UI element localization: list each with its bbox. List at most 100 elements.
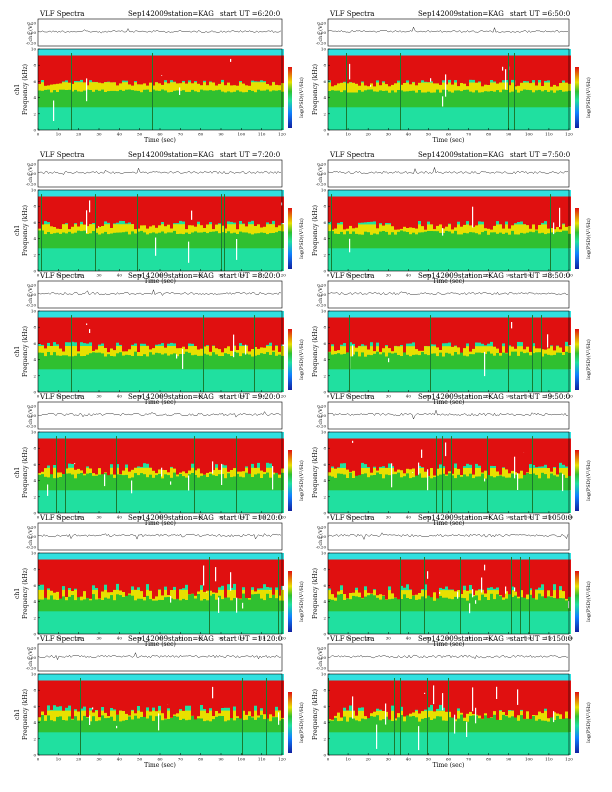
spectrogram-cell xyxy=(520,593,523,612)
spectrogram-cell xyxy=(128,49,131,56)
spectrogram-cell xyxy=(77,553,80,560)
spectrogram-cell xyxy=(367,468,370,478)
spectrogram-cell xyxy=(158,317,161,345)
spectrogram-cell xyxy=(553,490,556,513)
spectrogram-cell xyxy=(263,55,266,82)
spectrogram-cell xyxy=(191,369,194,392)
spectrogram-cell xyxy=(113,432,116,439)
spectrogram-cell xyxy=(158,438,161,470)
spectrogram-cell xyxy=(517,351,520,370)
x-tick-label: 90 xyxy=(218,515,224,520)
spectrogram-cell xyxy=(526,224,529,233)
spectrogram-cell xyxy=(442,49,445,56)
spectrogram-gap xyxy=(439,591,441,594)
spectrogram-cell xyxy=(155,49,158,56)
spectrogram-cell xyxy=(544,55,547,81)
spectrogram-cell xyxy=(355,317,358,348)
waveform-axis-label: ch1 (V) xyxy=(317,23,324,41)
spectrogram-cell xyxy=(50,49,53,56)
spectrogram-cell xyxy=(508,369,511,392)
waveform-tick-label: -0.20 xyxy=(26,303,37,308)
spectrogram-cell xyxy=(553,248,556,271)
spectrogram-cell xyxy=(167,230,170,249)
spectrogram-cell xyxy=(493,230,496,249)
spectrogram-cell xyxy=(445,472,448,491)
x-tick-label: 100 xyxy=(525,394,533,399)
spectrogram-cell xyxy=(373,559,376,590)
spectrogram-cell xyxy=(110,248,113,271)
spectrogram-cell xyxy=(80,351,83,370)
panel-station: station=KAG xyxy=(458,272,504,280)
spectrogram-cell xyxy=(101,311,104,318)
spectrogram-cell xyxy=(113,248,116,271)
spectrogram-cell xyxy=(379,89,382,108)
spectrogram-cell xyxy=(478,472,481,491)
spectrogram-cell xyxy=(379,351,382,370)
spectrogram-cell xyxy=(275,490,278,513)
spectrogram-cell xyxy=(56,55,59,84)
spectrogram-cell xyxy=(490,89,493,108)
spectrogram-cell xyxy=(565,351,568,370)
spectrogram-cell xyxy=(68,230,71,249)
spectrogram-cell xyxy=(532,196,535,225)
spectrogram-cell xyxy=(227,589,230,598)
spectrogram-cell xyxy=(119,438,122,475)
spectrogram-cell xyxy=(364,490,367,513)
spectrogram-cell xyxy=(340,432,343,439)
spectrogram-cell xyxy=(397,432,400,439)
spectrogram-gap xyxy=(547,334,549,348)
y-axis-label: Frequency (kHz) xyxy=(312,64,319,115)
spectrogram-cell xyxy=(514,593,517,612)
spectrogram-cell xyxy=(101,317,104,344)
waveform-trace xyxy=(327,409,568,420)
spectrogram-cell xyxy=(197,472,200,491)
spectrogram-spike xyxy=(224,194,225,272)
spectrogram-cell xyxy=(430,190,433,197)
spectrogram-panel: VLF Spectra Sep142009 station=KAG start UT … xyxy=(14,393,305,527)
panel-start-time: start UT =6:20:0 xyxy=(220,10,280,18)
spectrogram-cell xyxy=(493,351,496,370)
spectrogram-cell xyxy=(328,432,331,439)
spectrogram-cell xyxy=(436,490,439,513)
spectrogram-cell xyxy=(376,82,379,92)
spectrogram-cell xyxy=(337,190,340,197)
spectrogram-cell xyxy=(236,472,239,491)
spectrogram-cell xyxy=(209,311,212,318)
spectrogram-cell xyxy=(409,107,412,130)
spectrogram-cell xyxy=(188,89,191,108)
spectrogram-cell xyxy=(113,710,116,721)
spectrogram-cell xyxy=(71,732,74,755)
spectrogram-cell xyxy=(41,680,44,712)
spectrogram-cell xyxy=(349,432,352,439)
panel-title: VLF Spectra xyxy=(39,514,84,522)
spectrogram-cell xyxy=(74,732,77,755)
spectrogram-cell xyxy=(568,107,571,130)
spectrogram-cell xyxy=(511,196,514,226)
spectrogram-cell xyxy=(110,317,113,349)
spectrogram-cell xyxy=(86,107,89,130)
spectrogram-cell xyxy=(397,230,400,249)
spectrogram-cell xyxy=(62,311,65,318)
spectrogram-cell xyxy=(496,553,499,560)
spectrogram-cell xyxy=(113,190,116,197)
spectrogram-cell xyxy=(206,351,209,370)
spectrogram-cell xyxy=(245,351,248,370)
spectrogram-cell xyxy=(490,438,493,466)
spectrogram-cell xyxy=(50,714,53,733)
spectrogram-cell xyxy=(89,553,92,560)
spectrogram-cell xyxy=(281,472,284,491)
spectrogram-cell xyxy=(520,55,523,83)
spectrogram-cell xyxy=(38,317,41,344)
spectrogram-cell xyxy=(361,55,364,82)
spectrogram-cell xyxy=(382,432,385,439)
spectrogram-cell xyxy=(508,438,511,474)
spectrogram-cell xyxy=(239,611,242,634)
spectrogram-cell xyxy=(535,438,538,468)
spectrogram-cell xyxy=(77,559,80,598)
spectrogram-cell xyxy=(143,224,146,233)
spectrogram-cell xyxy=(490,432,493,439)
spectrogram-cell xyxy=(209,438,212,472)
spectrogram-cell xyxy=(59,710,62,717)
spectrogram-cell xyxy=(164,82,167,91)
spectrogram-cell xyxy=(532,346,535,354)
